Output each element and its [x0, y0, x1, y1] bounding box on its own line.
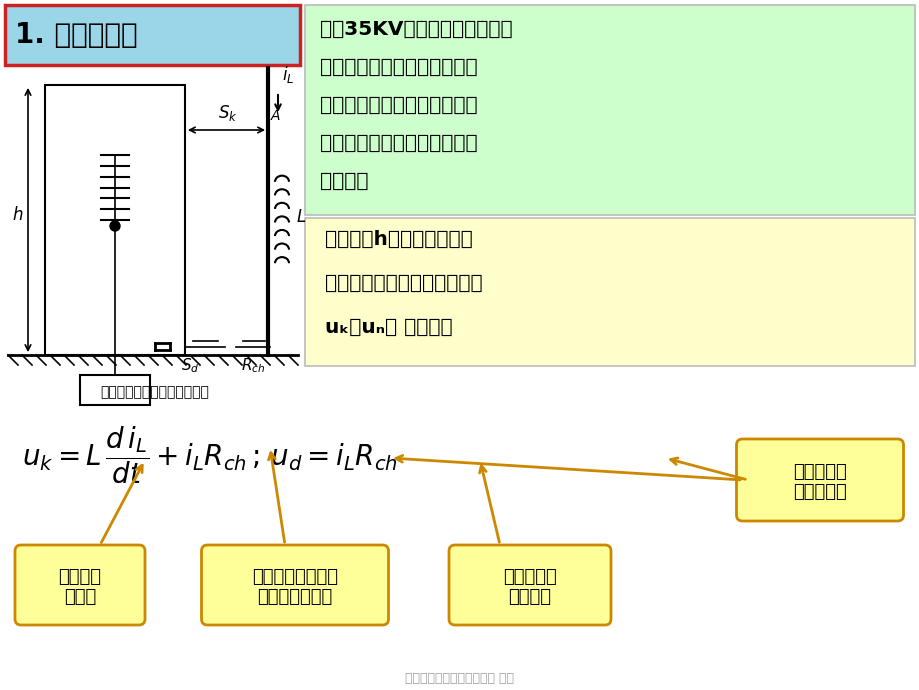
Text: 在避雷针h高度处和避雷针: 在避雷针h高度处和避雷针: [324, 230, 472, 249]
Text: 反击的危险，应架设独立避雷: 反击的危险，应架设独立避雷: [320, 96, 477, 115]
Text: 値电感: 値电感: [63, 588, 96, 606]
Text: A: A: [271, 109, 280, 123]
Text: 击接地电阵: 击接地电阵: [792, 483, 846, 501]
Text: 针，其接地装置与主接地网分: 针，其接地装置与主接地网分: [320, 134, 477, 153]
Text: 流经避雷针: 流经避雷针: [503, 568, 556, 586]
Text: 的接地装置上，将出现高电位: 的接地装置上，将出现高电位: [324, 274, 482, 293]
FancyBboxPatch shape: [448, 545, 610, 625]
Circle shape: [110, 221, 119, 231]
Text: 1. 独立避雷针: 1. 独立避雷针: [15, 21, 138, 49]
FancyBboxPatch shape: [736, 439, 902, 521]
Text: 避雷针的冲: 避雷针的冲: [792, 463, 846, 481]
Text: $i_L$: $i_L$: [282, 64, 294, 85]
Text: $S_k$: $S_k$: [219, 103, 238, 123]
Text: 由于绵缘水平较低，为了避免: 由于绵缘水平较低，为了避免: [320, 58, 477, 77]
Text: 对于35KV及以下的配电装置，: 对于35KV及以下的配电装置，: [320, 20, 512, 39]
FancyBboxPatch shape: [201, 545, 388, 625]
Text: $S_d$: $S_d$: [180, 356, 199, 375]
Text: 流平均上升速度: 流平均上升速度: [257, 588, 333, 606]
Polygon shape: [80, 375, 150, 405]
Text: 避雷针等: 避雷针等: [59, 568, 101, 586]
Text: $L$: $L$: [296, 208, 306, 226]
Text: 的雷电流: 的雷电流: [508, 588, 550, 606]
FancyBboxPatch shape: [305, 218, 914, 366]
FancyBboxPatch shape: [15, 545, 145, 625]
Text: $R_{ch}$: $R_{ch}$: [241, 356, 265, 375]
Text: 发电厂和变电所的防雷保护 最新: 发电厂和变电所的防雷保护 最新: [405, 671, 514, 684]
Text: uₖ和uₙ。 此时有：: uₖ和uₙ。 此时有：: [324, 318, 452, 337]
FancyBboxPatch shape: [5, 5, 300, 65]
Text: 独立避雷针离配电构架的距离: 独立避雷针离配电构架的距离: [100, 385, 210, 399]
Text: $h$: $h$: [12, 206, 23, 224]
Text: $u_k = L\,\dfrac{d\,i_L}{dt} + i_L R_{ch}$$\,;\,u_d = i_L R_{ch}$: $u_k = L\,\dfrac{d\,i_L}{dt} + i_L R_{ch…: [22, 424, 398, 486]
Text: 流经避雷针的雷电: 流经避雷针的雷电: [252, 568, 337, 586]
Text: 开埋设。: 开埋设。: [320, 172, 369, 191]
FancyBboxPatch shape: [305, 5, 914, 215]
